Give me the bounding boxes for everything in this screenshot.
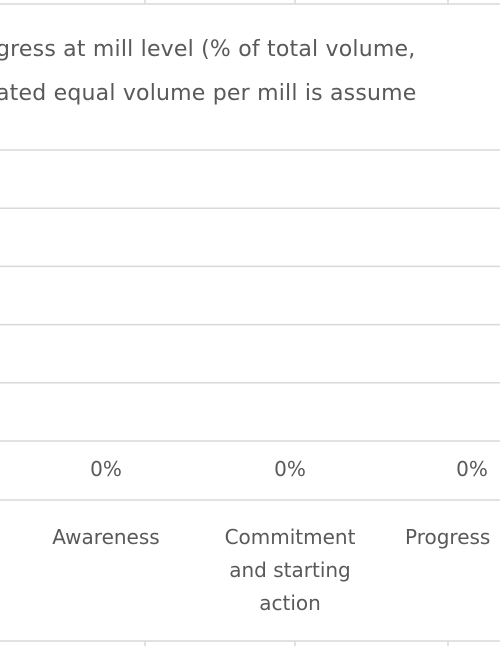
chart-title: gress at mill level (% of total volume, … [0, 37, 417, 106]
chart-title-line-2: ated equal volume per mill is assume [0, 81, 417, 106]
data-label: 0% [456, 457, 488, 481]
category-label: action [259, 591, 321, 615]
category-label: and starting [229, 558, 351, 582]
data-label: 0% [274, 457, 306, 481]
category-label: Commitment [225, 525, 356, 549]
data-label: 0% [90, 457, 122, 481]
category-label: Awareness [52, 525, 159, 549]
gridlines [0, 149, 500, 501]
category-labels: Awareness Commitment and starting action Pro… [52, 525, 490, 615]
data-labels: 0% 0% 0% [90, 457, 488, 481]
category-label: Progress [405, 525, 490, 549]
chart-title-line-1: gress at mill level (% of total volume, [0, 37, 415, 62]
